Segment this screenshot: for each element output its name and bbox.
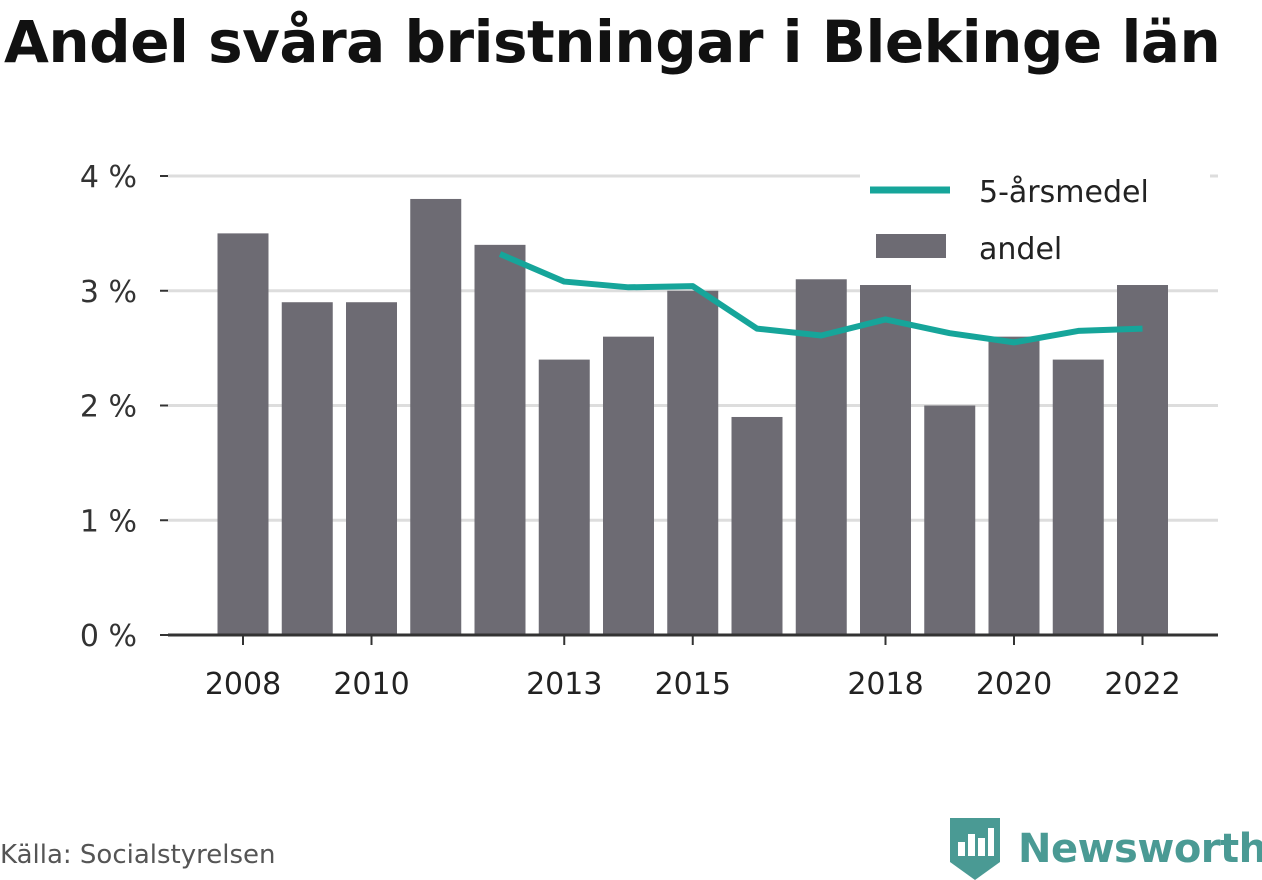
bar-2014 (603, 336, 654, 635)
bar-2013 (538, 359, 590, 635)
newsworthy-logo-icon (950, 818, 1000, 880)
source-note: Källa: Socialstyrelsen (0, 840, 276, 870)
bar-2019 (924, 405, 976, 635)
y-tick-label: 3 % (80, 275, 137, 310)
y-tick-label: 0 % (80, 619, 137, 654)
brand-logo: Newsworthy (950, 818, 1262, 880)
x-tick-label: 2020 (976, 667, 1052, 702)
bar-2022 (1117, 285, 1168, 635)
x-tick-label: 2008 (205, 667, 281, 702)
x-tick-label: 2015 (655, 667, 731, 702)
bar-2018 (860, 285, 911, 635)
x-tick-label: 2010 (333, 667, 409, 702)
y-tick-label: 2 % (80, 390, 137, 425)
x-tick-label: 2022 (1104, 667, 1180, 702)
bar-2008 (217, 233, 269, 635)
bar-2020 (988, 336, 1040, 635)
bar-2016 (731, 416, 783, 635)
axes: 2008 2010 2013 2015 2018 2020 2022 (168, 633, 1218, 702)
y-tick-label: 4 % (80, 160, 137, 195)
bar-2015 (667, 290, 719, 635)
average-line (498, 251, 1143, 346)
bar-2010 (346, 302, 397, 635)
legend-bar-swatch (876, 234, 946, 258)
legend: 5-årsmedel andel (860, 170, 1210, 285)
legend-label-5arsmedel: 5-årsmedel (979, 175, 1149, 210)
bar-2021 (1052, 359, 1104, 635)
bar-2009 (281, 302, 333, 635)
bar-2012 (474, 244, 526, 635)
x-tick-label: 2013 (526, 667, 602, 702)
y-tick-label: 1 % (80, 504, 137, 539)
legend-label-andel: andel (979, 232, 1062, 267)
bar-2011 (410, 198, 462, 635)
bars (217, 198, 1168, 635)
x-tick-label: 2018 (847, 667, 923, 702)
brand-name: Newsworthy (1018, 826, 1262, 872)
bar-2017 (795, 279, 847, 635)
line-5arsmedel (498, 251, 1143, 346)
chart-title: Andel svåra bristningar i Blekinge län (4, 8, 1221, 76)
